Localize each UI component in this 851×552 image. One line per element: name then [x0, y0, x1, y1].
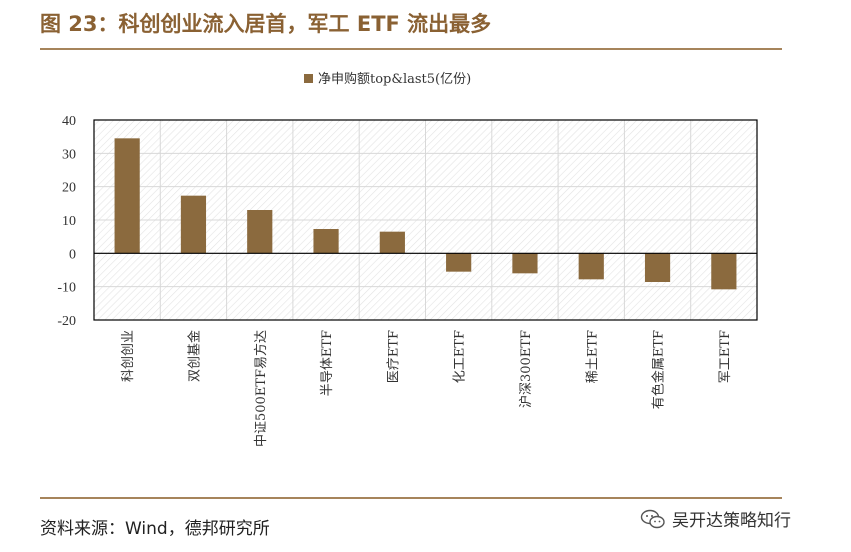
bar-6 [512, 253, 538, 274]
source-note: 资料来源：Wind，德邦研究所 [40, 519, 270, 539]
bar-3 [313, 229, 339, 254]
title-rule [40, 48, 782, 50]
bar-7 [578, 253, 604, 280]
x-category-label: 医疗ETF [386, 330, 401, 383]
bar-4 [379, 231, 405, 254]
bar-0 [114, 138, 140, 254]
watermark-text: 吴开达策略知行 [672, 511, 791, 531]
x-category-label: 中证500ETF易方达 [253, 330, 269, 447]
bar-2 [247, 210, 273, 254]
y-tick-label: -10 [57, 281, 76, 296]
x-category-label: 化工ETF [453, 330, 468, 383]
plot-border [93, 119, 758, 321]
bar-5 [446, 253, 472, 272]
y-tick-label: 40 [62, 114, 76, 129]
bar-1 [180, 195, 207, 254]
x-category-label: 军工ETF [718, 330, 733, 383]
x-category-label: 双创基金 [186, 330, 202, 382]
bar-9 [711, 253, 737, 290]
legend-label: 净申购额top&last5(亿份) [318, 71, 471, 87]
x-category-label: 稀土ETF [585, 330, 600, 383]
x-category-label: 科创创业 [121, 330, 136, 382]
watermark: 吴开达策略知行 [640, 506, 791, 531]
y-tick-label: 10 [62, 214, 76, 229]
legend-swatch [304, 74, 313, 83]
x-category-label: 沪深300ETF [518, 330, 534, 408]
footer-rule [40, 497, 782, 499]
legend: 净申购额top&last5(亿份) [304, 71, 471, 87]
y-tick-label: 30 [62, 147, 76, 162]
y-tick-label: 20 [62, 181, 76, 196]
figure-title: 图 23：科创创业流入居首，军工 ETF 流出最多 [40, 12, 492, 36]
x-category-label: 有色金属ETF [651, 330, 667, 409]
y-tick-label: 0 [69, 247, 76, 262]
x-category-label: 半导体ETF [320, 330, 335, 396]
y-tick-label: -20 [57, 314, 76, 329]
wechat-icon [640, 509, 665, 528]
bar-8 [644, 253, 671, 282]
